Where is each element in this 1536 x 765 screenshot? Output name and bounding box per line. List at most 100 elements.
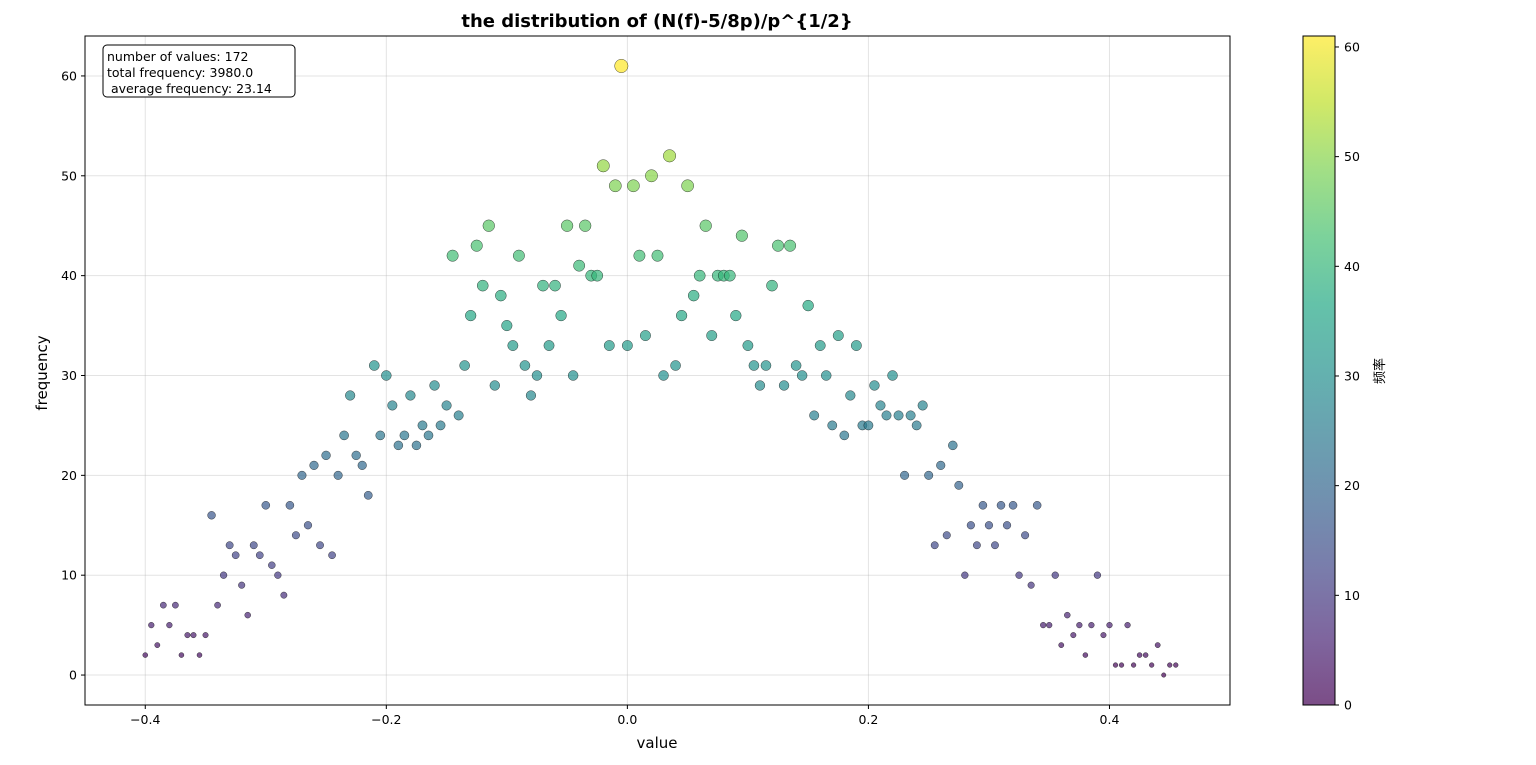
scatter-point (238, 581, 246, 589)
scatter-point (845, 390, 856, 401)
scatter-point (549, 279, 561, 292)
scatter-point (1106, 621, 1113, 629)
scatter-point (978, 501, 988, 510)
scatter-point (172, 601, 179, 609)
scatter-point (225, 541, 234, 550)
stats-box-frame (102, 44, 296, 98)
scatter-point (778, 380, 790, 391)
scatter-point (178, 652, 185, 658)
scatter-point (790, 360, 802, 371)
plot-background (85, 36, 1230, 705)
scatter-point (881, 410, 892, 421)
scatter-point (501, 320, 513, 332)
scatter-point (297, 470, 307, 480)
scatter-point (784, 239, 797, 252)
scatter-point (930, 541, 939, 550)
scatter-point (453, 410, 464, 421)
scatter-point (621, 340, 633, 351)
scatter-point (537, 279, 549, 292)
scatter-point (748, 360, 760, 371)
scatter-point (512, 249, 525, 262)
scatter-point (196, 652, 203, 658)
scatter-point (1142, 652, 1149, 658)
x-tick-label: 0.2 (858, 712, 878, 727)
scatter-point (699, 219, 712, 232)
scatter-point (476, 279, 489, 292)
scatter-point (525, 390, 537, 401)
x-tick-label: 0.0 (617, 712, 637, 727)
scatter-point (244, 611, 251, 619)
scatter-point (893, 410, 904, 421)
scatter-point (633, 249, 646, 262)
scatter-point (676, 309, 688, 322)
scatter-point (1058, 642, 1065, 648)
scatter-point (321, 450, 331, 461)
scatter-point (972, 541, 981, 550)
scatter-point (966, 521, 975, 530)
scatter-point (1118, 662, 1125, 668)
colorbar-gradient (1303, 36, 1335, 705)
scatter-point (1149, 662, 1155, 668)
scatter-point (249, 541, 258, 550)
scatter-point (706, 330, 718, 342)
scatter-point (948, 440, 958, 451)
plot-area: −0.4 −0.2 0.0 0.2 0.4 0 10 20 30 40 50 60 (61, 35, 1231, 727)
x-axis-ticks: −0.4 −0.2 0.0 0.2 0.4 (130, 705, 1119, 727)
scatter-point (328, 551, 336, 560)
scatter-point (291, 531, 300, 540)
scatter-point (435, 420, 446, 431)
scatter-point (754, 380, 766, 391)
scatter-point (961, 571, 969, 579)
scatter-point (142, 652, 149, 658)
colorbar-tick-label: 0 (1344, 698, 1352, 713)
scatter-point (345, 390, 356, 401)
scatter-point (905, 410, 916, 421)
scatter-point (159, 601, 167, 609)
scatter-point (591, 269, 604, 282)
colorbar-tick-label: 30 (1344, 368, 1360, 383)
y-axis-label: frequency (33, 335, 51, 410)
scatter-point (827, 420, 838, 431)
scatter-point (166, 621, 173, 629)
scatter-point (207, 511, 216, 520)
scatter-point (911, 420, 922, 431)
scatter-point (381, 370, 392, 381)
scatter-point (268, 561, 276, 569)
scatter-point (219, 571, 228, 579)
scatter-point (316, 541, 324, 550)
chart-title: the distribution of (N(f)-5/8p)/p^{1/2} (461, 11, 852, 32)
x-tick-label: −0.2 (371, 712, 401, 727)
scatter-point (1167, 662, 1173, 668)
scatter-point (730, 309, 742, 322)
y-tick-label: 60 (61, 68, 77, 83)
scatter-point (507, 340, 519, 351)
scatter-point (1136, 652, 1143, 658)
stats-box: number of values: 172 total frequency: 3… (102, 44, 296, 98)
colorbar: 0 10 20 30 40 50 60 频率 (1302, 35, 1388, 713)
scatter-point (627, 179, 640, 193)
scatter-point (423, 430, 434, 441)
scatter-point (1088, 621, 1095, 629)
scatter-point (1002, 521, 1012, 530)
stats-line-total: total frequency: 3980.0 (107, 65, 253, 80)
scatter-point (184, 632, 191, 639)
scatter-point (1100, 632, 1107, 639)
scatter-point (742, 340, 754, 351)
stats-line-average: average frequency: 23.14 (107, 81, 272, 96)
scatter-point (429, 380, 440, 391)
scatter-point (596, 159, 610, 173)
colorbar-tick-label: 50 (1344, 149, 1360, 164)
scatter-point (723, 269, 736, 282)
scatter-point (154, 642, 161, 648)
scatter-point (1112, 662, 1119, 668)
scatter-point (411, 440, 422, 451)
scatter-point (375, 430, 386, 441)
scatter-point (942, 531, 951, 540)
scatter-point (663, 149, 677, 163)
scatter-point (924, 470, 934, 480)
scatter-point (333, 470, 343, 480)
scatter-point (309, 460, 319, 470)
scatter-point (832, 330, 844, 342)
scatter-point (639, 330, 651, 342)
